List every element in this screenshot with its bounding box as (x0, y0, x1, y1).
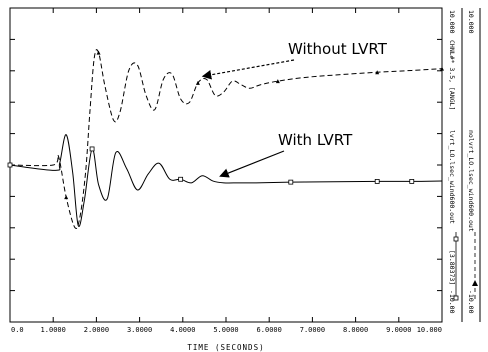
x-ticks: 0.0 1.0000 2.0000 3.0000 4.0000 5.0000 6.0000 7… (9, 8, 443, 334)
x-axis-title: TIME (SECONDS) (187, 343, 264, 352)
x-tick-label: 8.0000 (343, 326, 368, 334)
series-marker (374, 179, 380, 184)
col1-top-value: 10.000 (448, 10, 456, 34)
col1-file-label: lvrt_LO.lsec_wind600.out (448, 130, 456, 224)
series-marker (96, 50, 101, 55)
series-line-1 (9, 49, 443, 229)
x-tick-label: 3.0000 (127, 326, 152, 334)
x-tick-label: 5.0000 (213, 326, 238, 334)
series-marker (7, 162, 13, 168)
series-layer (7, 49, 444, 229)
annotation-layer: Without LVRT With LVRT (201, 40, 388, 178)
annotation-arrow-2 (219, 150, 285, 178)
annotation-arrow-1 (201, 59, 295, 80)
x-tick-label: 10.000 (417, 326, 442, 334)
y-ticks (10, 38, 442, 292)
series-marker (409, 179, 415, 184)
col2-top-value: 10.000 (467, 10, 475, 34)
col2-bottom-value: -10.00 (467, 290, 475, 314)
series-marker (275, 79, 280, 84)
col1-bottom-value: -10.00 (448, 290, 456, 314)
col1-channel-label: CHNL#* 3.5, [ANGL] (448, 40, 456, 110)
series-marker (375, 70, 380, 75)
series-marker (89, 146, 95, 152)
col2-file-label: nolvrt_LO.lsec_wind600.out (467, 130, 475, 232)
x-tick-label: 4.0000 (170, 326, 195, 334)
x-tick-label: 0.0 (11, 326, 24, 334)
x-tick-label: 2.0000 (84, 326, 109, 334)
x-tick-label: 7.0000 (300, 326, 325, 334)
col1-bottom-reading: [3.80373] (448, 250, 456, 285)
series-marker (64, 195, 69, 200)
x-tick-label: 1.0000 (41, 326, 66, 334)
x-tick-label: 6.0000 (257, 326, 282, 334)
series-marker (178, 176, 184, 182)
series-marker (195, 80, 200, 85)
series-line-2 (9, 134, 443, 227)
x-tick-label: 9.0000 (386, 326, 411, 334)
side-panel: 10.000 CHNL#* 3.5, [ANGL] lvrt_LO.lsec_w… (441, 8, 481, 322)
annotation-label-2: With LVRT (278, 131, 353, 149)
annotation-label-1: Without LVRT (288, 40, 388, 58)
series-marker (288, 179, 294, 185)
